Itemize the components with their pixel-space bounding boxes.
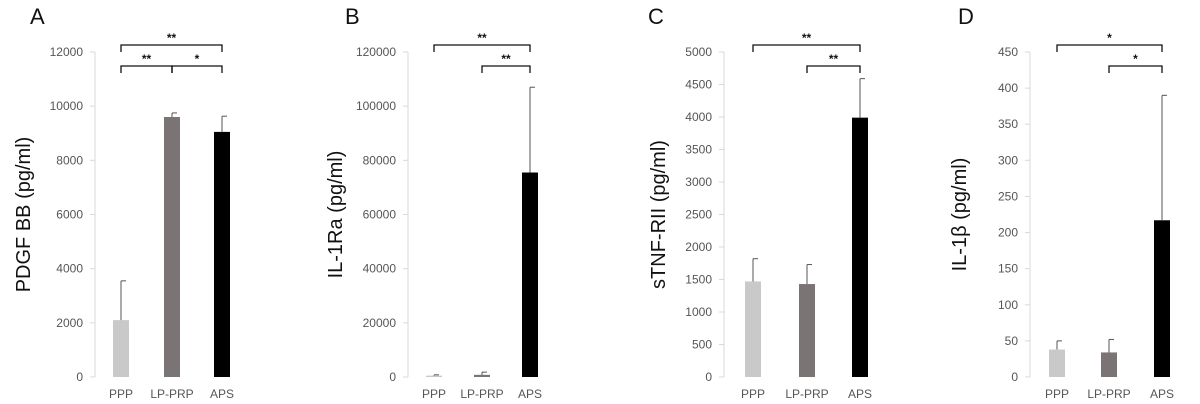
significance-label: ** xyxy=(829,52,839,66)
bar-aps xyxy=(214,131,230,377)
y-tick-label: 3000 xyxy=(685,175,712,189)
chart-panel-a: A PDGF BB (pg/ml) 0 2000 4000 6000 8000 10000 12… xyxy=(13,4,234,401)
significance-bracket xyxy=(481,65,531,73)
bar-ppp xyxy=(426,375,442,377)
significance-bracket xyxy=(1056,44,1163,52)
y-tick-label: 200 xyxy=(998,226,1018,240)
y-tick-label: 4000 xyxy=(685,110,712,124)
y-tick-label: 100000 xyxy=(356,99,396,113)
significance-bracket xyxy=(806,65,861,73)
bar-lp-prp xyxy=(1101,352,1117,377)
panel-letter: B xyxy=(345,4,360,29)
panel-letter: C xyxy=(648,4,664,29)
x-category-label: APS xyxy=(518,387,542,401)
bar-ppp xyxy=(745,281,761,377)
y-tick-label: 500 xyxy=(692,338,712,352)
x-category-label: LP-PRP xyxy=(150,387,193,401)
y-tick-label: 12000 xyxy=(50,45,84,59)
y-tick-label: 2000 xyxy=(56,316,83,330)
y-tick-label: 50 xyxy=(1005,334,1019,348)
y-tick-label: 8000 xyxy=(56,153,83,167)
x-category-label: PPP xyxy=(109,387,133,401)
y-tick-label: 40000 xyxy=(363,262,397,276)
panel-letter: A xyxy=(30,4,45,29)
significance-bracket xyxy=(1108,65,1163,73)
y-tick-label: 6000 xyxy=(56,208,83,222)
y-tick-label: 10000 xyxy=(50,99,84,113)
y-tick-label: 2500 xyxy=(685,208,712,222)
y-tick-label: 4500 xyxy=(685,78,712,92)
chart-panel-d: D IL-1β (pg/ml) 0 50 100 150 200 250 300 350 400 45… xyxy=(949,4,1174,401)
y-axis-label: sTNF-RII (pg/ml) xyxy=(648,140,670,289)
significance-label: ** xyxy=(501,52,511,66)
x-category-label: PPP xyxy=(741,387,765,401)
significance-label: ** xyxy=(167,31,177,45)
y-tick-label: 1000 xyxy=(685,305,712,319)
y-tick-label: 20000 xyxy=(363,316,397,330)
y-tick-label: 100 xyxy=(998,298,1018,312)
x-category-label: LP-PRP xyxy=(785,387,828,401)
bar-ppp xyxy=(1049,349,1065,377)
y-tick-label: 300 xyxy=(998,153,1018,167)
bar-lp-prp xyxy=(799,284,815,377)
y-tick-label: 250 xyxy=(998,189,1018,203)
significance-bracket xyxy=(171,65,223,73)
x-category-label: LP-PRP xyxy=(460,387,503,401)
significance-label: ** xyxy=(477,31,487,45)
chart-panel-b: B IL-1Ra (pg/ml) 0 20000 40000 60000 80000 1000… xyxy=(325,4,542,401)
y-axis-label: IL-1β (pg/ml) xyxy=(949,158,971,272)
significance-bracket xyxy=(433,44,531,52)
y-tick-label: 400 xyxy=(998,81,1018,95)
y-tick-label: 4000 xyxy=(56,262,83,276)
significance-label: ** xyxy=(802,31,812,45)
y-tick-label: 5000 xyxy=(685,45,712,59)
x-category-label: PPP xyxy=(422,387,446,401)
y-tick-label: 0 xyxy=(1011,370,1018,384)
bar-aps xyxy=(522,172,538,377)
significance-bracket xyxy=(120,44,223,52)
x-category-label: LP-PRP xyxy=(1087,387,1130,401)
y-tick-label: 2000 xyxy=(685,240,712,254)
x-category-label: APS xyxy=(848,387,872,401)
y-axis-label: PDGF BB (pg/ml) xyxy=(13,137,35,293)
x-category-label: APS xyxy=(210,387,234,401)
panel-letter: D xyxy=(958,4,974,29)
bar-lp-prp xyxy=(474,374,490,377)
significance-label: * xyxy=(1107,31,1112,45)
y-tick-label: 80000 xyxy=(363,153,397,167)
x-category-label: APS xyxy=(1150,387,1174,401)
bar-lp-prp xyxy=(164,117,180,377)
bar-aps xyxy=(852,117,868,378)
y-tick-label: 1500 xyxy=(685,273,712,287)
y-tick-label: 0 xyxy=(705,370,712,384)
significance-bracket xyxy=(120,65,173,73)
significance-label: * xyxy=(195,52,200,66)
y-axis-label: IL-1Ra (pg/ml) xyxy=(325,151,347,279)
y-tick-label: 150 xyxy=(998,262,1018,276)
significance-bracket xyxy=(752,44,861,52)
y-tick-label: 0 xyxy=(389,370,396,384)
y-tick-label: 3500 xyxy=(685,143,712,157)
y-tick-label: 350 xyxy=(998,117,1018,131)
x-category-label: PPP xyxy=(1045,387,1069,401)
y-tick-label: 120000 xyxy=(356,45,396,59)
y-tick-label: 60000 xyxy=(363,208,397,222)
y-tick-label: 0 xyxy=(76,370,83,384)
y-tick-label: 450 xyxy=(998,45,1018,59)
significance-label: * xyxy=(1133,52,1138,66)
significance-label: ** xyxy=(142,52,152,66)
bar-ppp xyxy=(113,320,129,377)
bar-aps xyxy=(1154,220,1170,377)
